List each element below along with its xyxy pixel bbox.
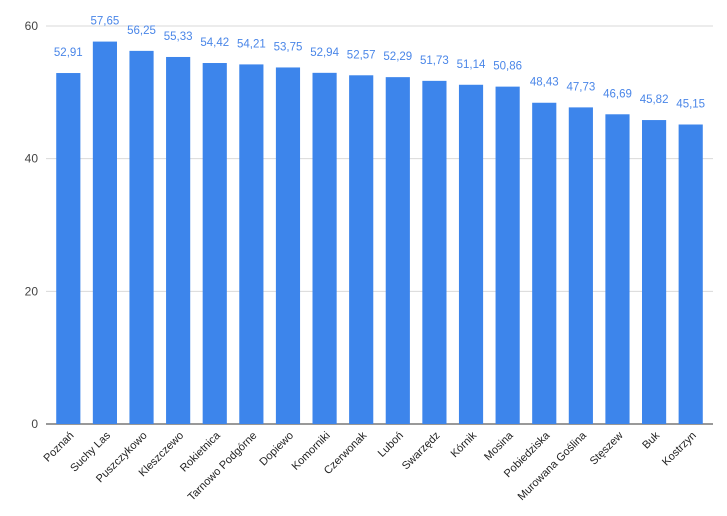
bar <box>422 80 447 424</box>
bars <box>56 41 703 425</box>
x-tick-label: Stęszew <box>588 430 626 468</box>
y-axis-ticks: 0 20 40 60 <box>25 19 39 431</box>
data-label: 51,14 <box>457 59 486 71</box>
data-label: 56,25 <box>127 25 156 37</box>
data-label: 52,91 <box>54 47 83 59</box>
data-label: 52,57 <box>347 49 376 61</box>
y-tick-label: 60 <box>25 19 39 33</box>
data-label: 45,82 <box>640 94 669 106</box>
data-label: 46,69 <box>603 88 632 100</box>
data-label: 51,73 <box>420 55 449 67</box>
x-tick-label: Swarzędz <box>400 430 443 473</box>
data-label: 57,65 <box>91 16 120 28</box>
data-label: 48,43 <box>530 77 559 89</box>
bar <box>678 124 703 424</box>
x-tick-label: Luboń <box>376 430 406 460</box>
bar <box>56 73 81 424</box>
bar <box>605 114 630 424</box>
bar <box>202 63 227 424</box>
bar <box>275 67 301 424</box>
bar <box>385 77 410 424</box>
data-labels: 52,91 57,65 56,25 55,33 54,42 54,21 53,75 52,94… <box>54 16 705 111</box>
gridlines <box>46 25 713 425</box>
x-tick-label: Kostrzyn <box>660 430 699 469</box>
x-tick-label: Mosina <box>482 429 516 463</box>
data-label: 54,21 <box>237 38 266 50</box>
data-label: 53,75 <box>274 41 303 53</box>
data-label: 52,94 <box>310 47 339 59</box>
bar <box>92 41 117 425</box>
bar <box>568 107 593 425</box>
bar <box>495 86 520 425</box>
data-label: 50,86 <box>493 61 522 73</box>
y-tick-label: 40 <box>25 152 39 166</box>
bar <box>129 50 154 424</box>
y-tick-label: 0 <box>31 417 38 431</box>
data-label: 45,15 <box>676 99 705 111</box>
bar <box>349 75 374 424</box>
data-label: 54,42 <box>200 37 229 49</box>
bar <box>166 56 191 425</box>
data-label: 52,29 <box>383 51 412 63</box>
data-label: 55,33 <box>164 31 193 43</box>
x-tick-label: Kórnik <box>449 429 480 460</box>
x-tick-label: Murowana Goślina <box>516 429 590 503</box>
bar <box>312 72 337 425</box>
data-label: 47,73 <box>566 81 595 93</box>
x-tick-label: Buk <box>640 429 662 451</box>
x-tick-label: Tarnowo Podgórne <box>186 430 260 504</box>
y-tick-label: 20 <box>25 284 39 298</box>
bar <box>642 120 667 424</box>
bar <box>532 102 557 424</box>
bar <box>458 84 484 424</box>
bar <box>239 64 264 425</box>
x-tick-label: Poznań <box>42 430 77 465</box>
